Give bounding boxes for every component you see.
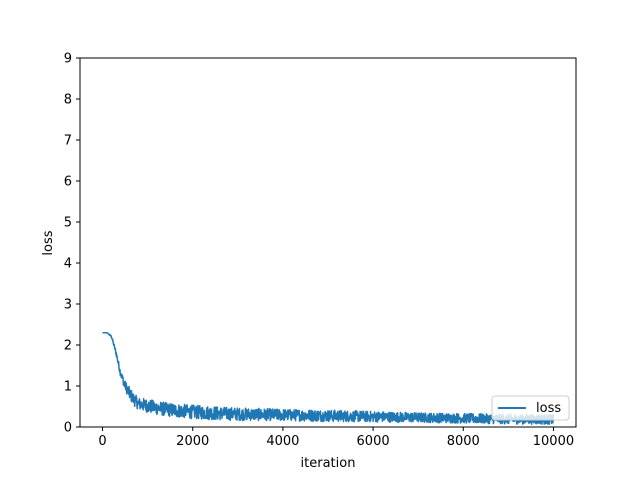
y-tick-label: 5 [64, 216, 72, 231]
x-tick-label: 0 [98, 434, 106, 449]
plot-frame [79, 57, 577, 428]
x-tick-label: 6000 [357, 434, 390, 449]
y-tick-label: 7 [64, 134, 72, 149]
y-tick-label: 6 [64, 175, 72, 190]
series-line-loss [102, 331, 555, 426]
y-axis-label: loss [41, 230, 56, 255]
y-tick-label: 3 [64, 298, 72, 313]
legend: loss [491, 395, 570, 421]
series-layer [102, 331, 555, 426]
y-tick-label: 4 [64, 257, 72, 272]
x-axis: 0 2000 4000 6000 8000 10000 [98, 427, 574, 449]
x-tick-label: 8000 [447, 434, 480, 449]
legend-label-loss: loss [536, 401, 561, 416]
plot-background [80, 58, 576, 427]
y-tick-label: 8 [64, 93, 72, 108]
y-tick-label: 0 [64, 421, 72, 436]
y-tick-label: 1 [64, 380, 72, 395]
x-axis-label: iteration [301, 456, 356, 471]
legend-box [491, 395, 570, 421]
y-axis: 0 1 2 3 4 5 6 7 8 9 [64, 52, 80, 436]
x-tick-label: 10000 [533, 434, 574, 449]
x-tick-label: 4000 [266, 434, 299, 449]
y-tick-label: 2 [64, 339, 72, 354]
y-tick-label: 9 [64, 52, 72, 67]
x-tick-label: 2000 [176, 434, 209, 449]
